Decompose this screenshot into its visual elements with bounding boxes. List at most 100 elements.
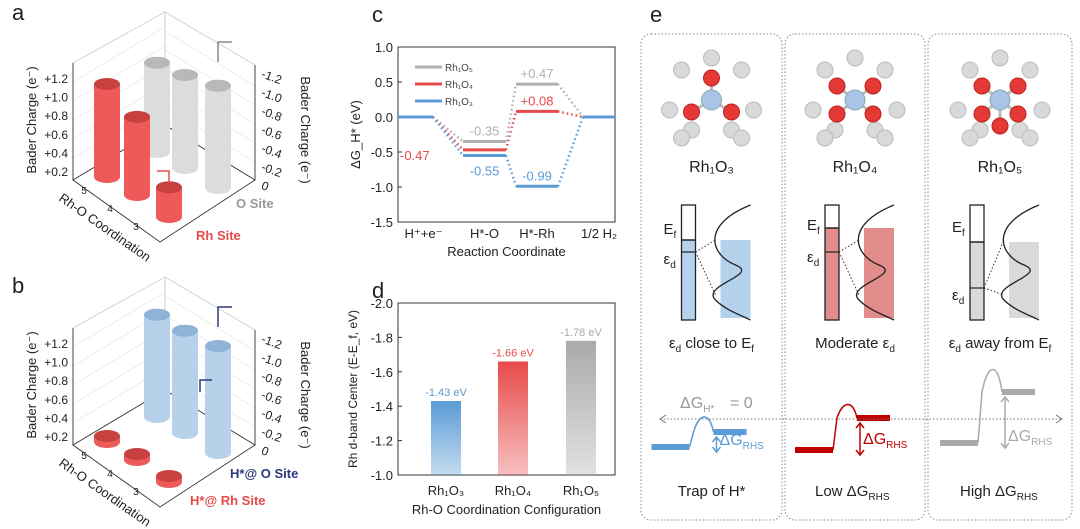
legend-label: Rh₁O₅	[445, 63, 473, 74]
data-label: -0.55	[470, 164, 500, 179]
dos-caption: εd close to Ef	[669, 335, 754, 355]
arrow-icon	[217, 41, 232, 62]
connector	[556, 116, 585, 187]
bar	[566, 340, 596, 475]
structure-title: Rh₁O₃	[689, 159, 734, 176]
left-tick-label: +1.0	[44, 356, 68, 370]
y-tick-label: -1.6	[371, 365, 393, 380]
series-label-o: H*@ O Site	[230, 466, 298, 481]
bar-top	[144, 56, 170, 69]
bar	[431, 401, 461, 475]
x-tick-label: H⁺+e⁻	[405, 226, 443, 241]
bottom-caption: Low ΔGRHS	[815, 483, 890, 503]
y-tick-label: -1.8	[371, 330, 393, 345]
filled-band	[825, 228, 839, 320]
right-tick-label: -0.2	[260, 160, 285, 180]
x-tick-label: H*-O	[470, 226, 499, 241]
projection-line	[983, 287, 1005, 296]
panel-b-chart: +0.2 +0.4 +0.6 +0.8 +1.0 +1.2 0-0.2-0.4-0.6-0.…	[24, 276, 313, 529]
left-tick-label: +0.6	[44, 128, 68, 142]
bar-h-rh-site	[156, 470, 182, 488]
panel-label-b: b	[12, 273, 24, 298]
atom-rh	[989, 89, 1011, 111]
structure-title: Rh₁O₄	[833, 159, 878, 176]
series-label-rh: H*@ Rh Site	[190, 493, 266, 508]
connector	[504, 83, 518, 142]
bar-h-o-site	[144, 308, 170, 423]
left-axis-title: Bader Charge (e⁻)	[24, 331, 39, 438]
right-tick-label: -0.8	[260, 369, 285, 389]
series-2: -0.55 -0.99 Rh₁O₃	[398, 97, 615, 188]
ed-label: εd	[664, 251, 676, 271]
series-label-rh: Rh Site	[196, 228, 241, 243]
y-axis-title: Rh d-band Center (E-E_f, eV)	[346, 310, 360, 468]
y-tick-label: 1.0	[375, 40, 393, 55]
data-label: +0.47	[521, 66, 554, 81]
panel-label-e: e	[650, 2, 662, 27]
data-label: -1.78 eV	[560, 327, 602, 339]
atom-metal	[673, 129, 690, 147]
panel-label-a: a	[12, 0, 25, 25]
right-tick-label: -0.6	[260, 388, 285, 408]
right-axis-title: Bader Charge (e⁻)	[298, 76, 313, 183]
panel-d-chart: -2.0 -1.8 -1.6 -1.4 -1.2 -1.0 Rh d-band Center…	[346, 296, 616, 517]
arrowheads	[855, 421, 865, 457]
bar-h-rh-site	[124, 448, 150, 466]
band-bar	[680, 204, 697, 321]
dos-curve	[855, 204, 895, 321]
bar-top	[124, 110, 150, 123]
left-tick-label: +0.6	[44, 393, 68, 407]
y-tick-label: -1.4	[371, 399, 393, 414]
bar-top	[156, 181, 182, 194]
y-tick-label: 0.5	[375, 75, 393, 90]
column-box	[640, 33, 783, 521]
bar-h-o-site	[205, 340, 231, 459]
gridline	[164, 30, 256, 87]
bar	[498, 361, 528, 475]
left-tick-label: +0.2	[44, 430, 68, 444]
connector	[504, 111, 518, 151]
atom-o	[991, 117, 1009, 135]
connector	[557, 83, 584, 118]
column-box	[784, 33, 926, 521]
atom-o	[1009, 77, 1027, 95]
x-tick-label: Rh₁O₄	[495, 483, 531, 498]
double-arrow-icon	[659, 414, 1063, 424]
atom-metal	[846, 49, 864, 67]
atom-metal	[961, 129, 979, 147]
arrow-icon	[199, 379, 212, 392]
bar-body	[205, 346, 231, 453]
y-tick-label: -2.0	[371, 296, 393, 311]
gridline	[164, 49, 256, 106]
x-axis-title: Rh-O Coordination Configuration	[412, 502, 601, 517]
left-tick-label: +1.0	[44, 91, 68, 105]
atom-metal	[1033, 101, 1051, 119]
left-tick-label: +0.8	[44, 109, 68, 123]
ed-label: εd	[952, 287, 964, 307]
molecule-structure	[949, 49, 1051, 147]
bar-base	[144, 411, 170, 423]
gridline	[164, 295, 256, 352]
ef-label: Ef	[664, 221, 677, 241]
column-box	[927, 33, 1073, 521]
bar-base	[144, 146, 170, 158]
bar-rh-site	[156, 181, 182, 223]
left-axis-title: Bader Charge (e⁻)	[24, 66, 39, 173]
ef-label: Ef	[952, 219, 965, 239]
projection-line	[838, 239, 860, 253]
bottom-caption: High ΔGRHS	[960, 483, 1038, 503]
x-tick-label: 4	[107, 204, 113, 215]
molecule-structure	[804, 49, 906, 147]
atom-o	[864, 77, 882, 95]
right-tick-label: 0	[260, 178, 271, 194]
y-axis-title: ΔG_H* (eV)	[348, 100, 363, 169]
atom-metal	[1021, 129, 1039, 147]
dos-curve	[712, 204, 751, 321]
left-tick-label: +0.2	[44, 165, 68, 179]
bar-body	[172, 330, 198, 433]
bar-top	[94, 78, 120, 90]
y-tick-label: -1.0	[371, 180, 393, 195]
atom-metal	[745, 101, 762, 119]
legend-label: Rh₁O₄	[445, 80, 473, 91]
